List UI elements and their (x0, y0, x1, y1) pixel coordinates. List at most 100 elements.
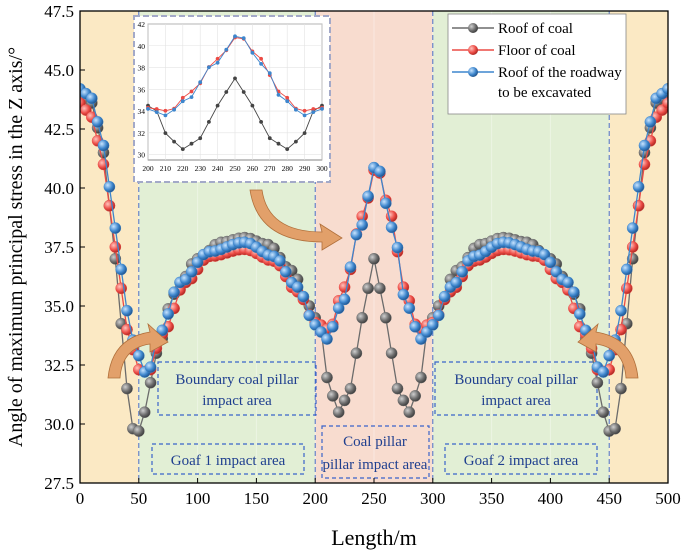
data-point-roof-of-coal (350, 347, 363, 360)
goaf1-label: Goaf 1 impact area (171, 453, 286, 469)
data-point-roof-of-coal (344, 382, 357, 395)
data-point-roof-of-roadway (97, 139, 110, 152)
curved-arrows (107, 189, 639, 379)
data-point-roof-of-roadway (432, 309, 445, 322)
inset-point-floor-of-coal (285, 95, 290, 100)
inset-x-tick-label: 250 (229, 164, 241, 173)
legend-label-roadway: Roof of the roadway to be excavated (498, 65, 625, 101)
data-point-roof-of-coal (144, 376, 157, 389)
goaf2-label: Goaf 2 impact area (464, 453, 579, 469)
inset-y-tick-label: 42 (138, 20, 146, 29)
data-point-roof-of-roadway (274, 255, 286, 267)
inset-y-tick-label: 38 (138, 64, 146, 73)
inset-point-roof-of-coal (198, 136, 203, 141)
inset-ticks: 200 210 220 230 240 250 260 270 280 290 300 30 32 34 3… (138, 20, 328, 173)
data-point-roof-of-coal (379, 311, 392, 324)
inset-point-roof-of-coal (224, 90, 229, 94)
axis-ticks: 0 50 100 150 200 250 300 350 400 450 500 27.5 30.0 32… (44, 2, 681, 508)
inset-x-tick-label: 270 (264, 164, 276, 173)
data-point-floor-of-coal (662, 97, 668, 109)
boundary-left-line1: Boundary coal pillar (175, 372, 298, 388)
series-group (80, 83, 668, 437)
inset-point-floor-of-coal (215, 56, 220, 61)
legend-label-roadway-line1: Roof of the roadway (498, 65, 622, 81)
inset-point-roof-of-coal (163, 131, 168, 136)
inset-x-tick-label: 210 (160, 164, 172, 173)
inset-point-roof-of-coal (302, 131, 307, 136)
legend-box (447, 13, 627, 115)
inset-point-roof-of-roadway (172, 107, 177, 112)
data-point-roof-of-roadway (332, 302, 345, 315)
region-dividers (138, 11, 610, 483)
data-point-floor-of-coal (103, 199, 116, 212)
inset-point-roof-of-roadway (294, 107, 298, 112)
data-point-roof-of-roadway (374, 165, 386, 178)
x-tick-label: 50 (130, 489, 147, 508)
inset-point-floor-of-coal (189, 89, 194, 94)
data-point-roof-of-roadway (185, 265, 198, 278)
x-tick-label: 350 (479, 489, 505, 508)
region-annotations: Boundary coal pillar impact area Boundar… (151, 361, 598, 479)
inset-point-roof-of-coal (172, 139, 177, 144)
inset-x-tick-label: 240 (212, 164, 224, 173)
y-tick-label: 42.5 (44, 120, 74, 139)
zoom-inset: 200 210 220 230 240 250 260 270 280 290 300 30 32 34 3… (133, 15, 331, 183)
inset-x-tick-label: 200 (142, 164, 154, 173)
data-point-roof-of-roadway (86, 92, 98, 105)
x-axis-label: Length/m (331, 525, 417, 550)
inset-point-roof-of-roadway (215, 60, 220, 65)
data-point-roof-of-roadway (379, 197, 392, 210)
inset-point-roof-of-roadway (276, 93, 281, 97)
legend-marker-roadway (468, 67, 478, 77)
data-point-floor-of-coal (338, 281, 351, 293)
inset-point-roof-of-roadway (311, 110, 316, 114)
boundary-right-line1: Boundary coal pillar (454, 372, 577, 388)
inset-x-tick-label: 220 (177, 164, 189, 173)
data-point-roof-of-coal (362, 282, 374, 295)
inset-grid (147, 23, 323, 161)
data-point-roof-of-coal (368, 252, 380, 265)
inset-point-floor-of-coal (302, 108, 307, 113)
inset-point-roof-of-roadway (259, 62, 263, 66)
data-point-floor-of-coal (97, 158, 110, 171)
data-point-roof-of-roadway (456, 265, 469, 278)
inset-point-roof-of-roadway (163, 113, 168, 118)
data-point-roof-of-roadway (144, 361, 157, 373)
inset-y-tick-label: 36 (138, 85, 146, 94)
inset-point-roof-of-roadway (154, 110, 159, 114)
data-point-roof-of-coal (409, 390, 422, 402)
inset-point-roof-of-roadway (233, 34, 237, 39)
inset-point-roof-of-roadway (241, 36, 246, 40)
data-point-roof-of-roadway (344, 261, 357, 273)
region-2 (315, 11, 433, 483)
data-point-roof-of-coal (109, 252, 122, 265)
x-tick-label: 400 (538, 489, 564, 508)
data-point-roof-of-roadway (109, 222, 122, 234)
data-point-roof-of-roadway (397, 288, 410, 301)
data-point-roof-of-coal (338, 394, 351, 407)
legend-label-roof: Roof of coal (498, 21, 573, 37)
y-tick-label: 47.5 (44, 2, 74, 21)
data-point-roof-of-roadway (91, 116, 104, 128)
data-point-roof-of-roadway (103, 180, 116, 193)
inset-point-roof-of-coal (250, 103, 255, 108)
data-point-roof-of-roadway (132, 349, 145, 362)
x-tick-label: 250 (361, 489, 387, 508)
boundary-right-line2: impact area (481, 393, 551, 409)
y-tick-label: 32.5 (44, 356, 74, 375)
legend: Roof of coal Floor of coal Roof of the r… (447, 13, 627, 115)
legend-label-floor: Floor of coal (498, 43, 575, 59)
legend-marker-roof (468, 23, 478, 33)
data-point-roof-of-coal (397, 394, 410, 407)
inset-x-tick-label: 280 (282, 164, 294, 173)
coal-pillar-line1: Coal pillar (343, 434, 407, 450)
data-point-roof-of-roadway (409, 320, 422, 333)
data-point-roof-of-roadway (621, 263, 633, 276)
inset-x-tick-label: 230 (195, 164, 207, 173)
data-point-roof-of-roadway (356, 219, 369, 231)
data-point-roof-of-roadway (632, 180, 645, 193)
data-point-roof-of-coal (132, 425, 145, 437)
data-point-roof-of-roadway (115, 263, 127, 276)
x-tick-label: 200 (302, 489, 328, 508)
inset-point-roof-of-coal (267, 136, 272, 141)
